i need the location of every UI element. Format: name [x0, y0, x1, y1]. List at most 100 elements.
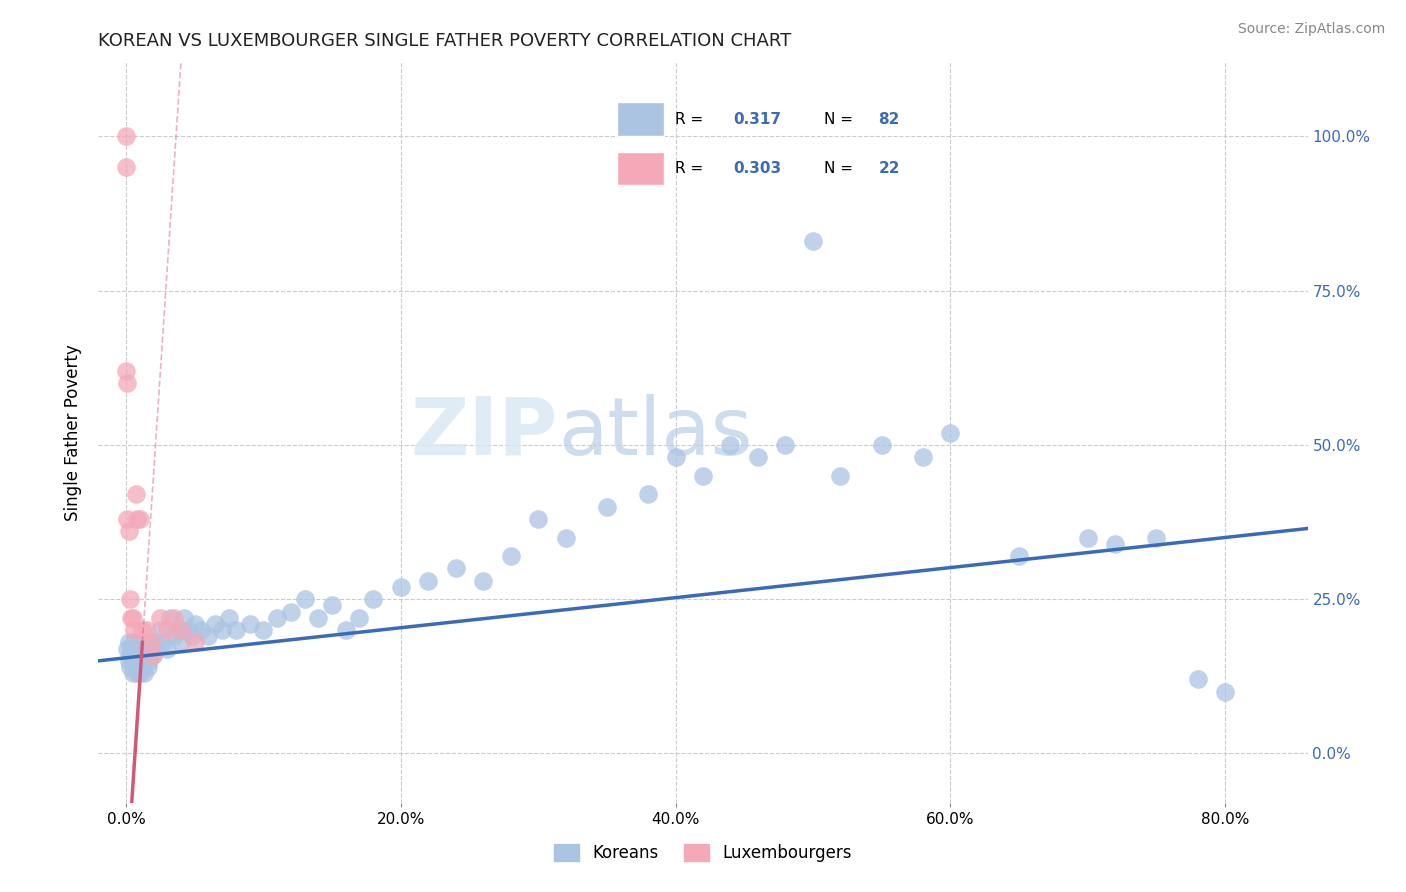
Point [177, 623, 200, 637]
Point [118, 592, 141, 607]
Point [124, 487, 146, 501]
Point [252, 623, 274, 637]
Point [321, 599, 343, 613]
Point [117, 376, 139, 391]
Point [294, 592, 316, 607]
Point [127, 660, 149, 674]
Point [239, 616, 262, 631]
Point [127, 648, 149, 662]
Point [335, 623, 357, 637]
Point [939, 425, 962, 440]
Point [596, 500, 619, 514]
Point [131, 623, 153, 637]
Point [204, 616, 226, 631]
Point [115, 129, 138, 144]
Point [1104, 536, 1126, 550]
Point [128, 654, 150, 668]
Point [120, 641, 142, 656]
Point [170, 635, 193, 649]
Point [444, 561, 467, 575]
Point [124, 660, 146, 674]
Point [349, 611, 371, 625]
Point [122, 648, 145, 662]
Point [121, 654, 143, 668]
Y-axis label: Single Father Poverty: Single Father Poverty [65, 344, 83, 521]
Point [266, 611, 288, 625]
Point [361, 592, 384, 607]
Point [554, 531, 576, 545]
Point [720, 438, 742, 452]
Point [472, 574, 495, 588]
Point [128, 666, 150, 681]
Text: KOREAN VS LUXEMBOURGER SINGLE FATHER POVERTY CORRELATION CHART: KOREAN VS LUXEMBOURGER SINGLE FATHER POV… [98, 32, 792, 50]
Point [156, 641, 179, 656]
Point [190, 623, 212, 637]
Point [692, 468, 714, 483]
Point [128, 648, 150, 662]
Point [136, 660, 159, 674]
Point [747, 450, 769, 465]
Point [418, 574, 440, 588]
Point [1077, 531, 1099, 545]
Point [138, 654, 160, 668]
Point [131, 654, 153, 668]
Point [1213, 685, 1236, 699]
Point [129, 660, 152, 674]
Text: atlas: atlas [558, 393, 752, 472]
Point [121, 666, 143, 681]
Point [183, 616, 205, 631]
Point [145, 635, 167, 649]
Point [125, 654, 148, 668]
Point [125, 666, 148, 681]
Point [118, 648, 141, 662]
Point [167, 623, 190, 637]
Point [120, 611, 142, 625]
Point [801, 235, 824, 249]
Point [125, 512, 148, 526]
Point [218, 611, 240, 625]
Point [117, 512, 139, 526]
Point [163, 629, 186, 643]
Point [139, 635, 162, 649]
Point [135, 635, 157, 649]
Point [280, 605, 302, 619]
Text: Source: ZipAtlas.com: Source: ZipAtlas.com [1237, 22, 1385, 37]
Point [775, 438, 797, 452]
Point [830, 468, 852, 483]
Point [163, 611, 186, 625]
Point [132, 666, 155, 681]
Text: ZIP: ZIP [411, 393, 558, 472]
Point [124, 641, 146, 656]
Point [159, 611, 181, 625]
Point [911, 450, 934, 465]
Point [389, 580, 412, 594]
Point [173, 611, 195, 625]
Point [211, 623, 233, 637]
Point [142, 648, 165, 662]
Point [637, 487, 659, 501]
Point [527, 512, 550, 526]
Point [118, 654, 141, 668]
Point [115, 364, 138, 378]
Point [197, 629, 219, 643]
Point [183, 635, 205, 649]
Point [870, 438, 893, 452]
Legend: Koreans, Luxembourgers: Koreans, Luxembourgers [547, 837, 859, 869]
Point [170, 623, 193, 637]
Point [225, 623, 247, 637]
Point [134, 648, 156, 662]
Point [121, 611, 143, 625]
Point [1008, 549, 1031, 563]
Point [117, 641, 139, 656]
Point [1187, 673, 1209, 687]
Point [115, 161, 138, 175]
Point [1146, 531, 1168, 545]
Point [142, 648, 165, 662]
Point [118, 524, 141, 539]
Point [122, 623, 145, 637]
Point [135, 623, 157, 637]
Point [152, 635, 174, 649]
Point [128, 512, 150, 526]
Point [499, 549, 522, 563]
Point [118, 660, 141, 674]
